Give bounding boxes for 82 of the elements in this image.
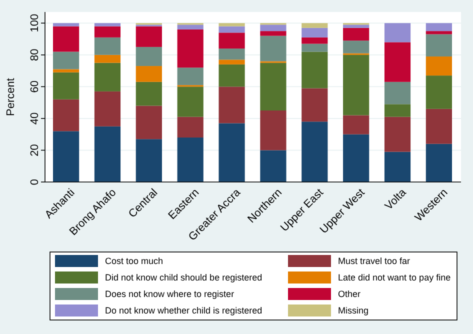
bar (384, 82, 411, 104)
bar (53, 72, 80, 100)
bar (94, 37, 121, 55)
bar (426, 56, 452, 76)
y-tick-label: 0 (29, 178, 41, 186)
bar (384, 42, 411, 82)
bar (343, 28, 370, 41)
legend-label: Late did not want to pay fine (338, 272, 451, 282)
bar (343, 54, 370, 116)
bar (136, 26, 162, 47)
bar (384, 152, 411, 182)
bar (94, 126, 121, 182)
legend-label: Cost too much (105, 256, 164, 266)
legend-label: Missing (338, 306, 369, 316)
bar (302, 44, 328, 52)
bar (218, 23, 245, 26)
bar (426, 76, 452, 109)
x-tick-label: Volta (382, 186, 410, 213)
bar (218, 32, 245, 49)
bar (384, 116, 411, 152)
bar (218, 123, 245, 182)
y-tick-label: 60 (29, 80, 41, 93)
bar (218, 26, 245, 33)
bar (218, 64, 245, 87)
bar (343, 134, 370, 182)
bar (177, 138, 204, 182)
legend-label: Must travel too far (338, 256, 410, 266)
bar (177, 29, 204, 68)
bar (260, 36, 286, 62)
bar (218, 86, 245, 124)
y-tick-label: 100 (29, 14, 41, 32)
bar (218, 60, 245, 64)
bar (260, 62, 286, 111)
legend-label: Did not know child should be registered (105, 272, 262, 282)
bar (136, 46, 162, 66)
bar (94, 91, 121, 126)
bar (343, 40, 370, 54)
bar (177, 24, 204, 30)
bar (260, 150, 286, 182)
bar (426, 31, 452, 34)
bar (53, 52, 80, 70)
bar (177, 116, 204, 138)
bar (302, 52, 328, 88)
bar (343, 24, 370, 28)
y-tick-label: 40 (29, 112, 41, 125)
bar (94, 26, 121, 38)
y-axis-title: Percent (5, 78, 17, 116)
bar (177, 68, 204, 86)
bar (384, 104, 411, 117)
bar (94, 23, 121, 26)
bar (302, 88, 328, 122)
bar (177, 86, 204, 117)
bar (302, 122, 328, 182)
legend-label: Other (338, 289, 361, 299)
y-tick-label: 20 (29, 144, 41, 156)
bar (426, 144, 452, 182)
bar (136, 82, 162, 106)
bar (343, 115, 370, 134)
bar (384, 23, 411, 42)
bar (302, 23, 328, 28)
bar (53, 69, 80, 72)
bar (260, 31, 286, 36)
bar (426, 108, 452, 144)
bar (94, 62, 121, 92)
bar (136, 106, 162, 140)
bar (53, 99, 80, 132)
bar (260, 24, 286, 32)
legend-label: Does not know where to register (105, 289, 234, 299)
bar (53, 23, 80, 26)
bar (302, 37, 328, 44)
bar (136, 139, 162, 182)
bar (260, 110, 286, 150)
legend-label: Do not know whether child is registered (105, 306, 262, 316)
bar (136, 66, 162, 82)
bar (218, 48, 245, 60)
bar (53, 131, 80, 182)
bar (53, 26, 80, 52)
bar (426, 34, 452, 56)
bar (94, 54, 121, 63)
bar (426, 23, 452, 32)
y-tick-label: 80 (29, 48, 41, 62)
bar (302, 28, 328, 38)
